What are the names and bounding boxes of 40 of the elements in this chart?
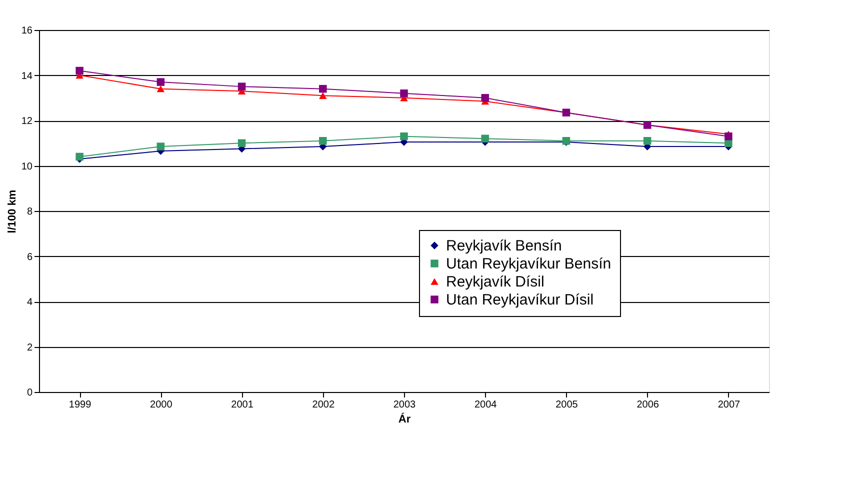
point	[319, 84, 327, 93]
y-tick-label: 2	[26, 342, 33, 354]
point	[481, 94, 489, 102]
point	[238, 139, 246, 147]
y-tick-label: 14	[21, 70, 33, 82]
y-tick-label: 10	[21, 161, 33, 172]
x-tick-label: 2003	[393, 400, 416, 410]
point	[724, 132, 732, 140]
y-tick-label: 8	[26, 206, 33, 218]
point	[319, 136, 327, 145]
y-tick-label: 4	[26, 297, 33, 308]
legend-label: Reykjavík Dísil	[446, 274, 544, 290]
point	[156, 78, 165, 86]
x-tick-label: 2004	[474, 400, 498, 410]
y-tick-label: 16	[21, 26, 33, 36]
x-tick-label: 2007	[718, 400, 741, 410]
x-tick-label: 2001	[231, 400, 254, 410]
y-tick-label: 0	[26, 388, 33, 398]
x-tick-label: 2000	[150, 400, 173, 410]
y-tick-label: 6	[26, 252, 33, 263]
legend-label: Reykjavík Bensín	[446, 238, 562, 254]
point	[481, 134, 489, 142]
x-tick-label: 2006	[636, 400, 660, 410]
point	[238, 82, 246, 90]
point	[156, 142, 165, 150]
point	[76, 152, 84, 161]
y-tick-label: 12	[21, 116, 33, 127]
point	[643, 136, 652, 145]
x-axis-title: Ár	[398, 412, 412, 426]
x-tick-label: 2002	[312, 400, 335, 410]
y-axis-title: l/100 km	[6, 190, 18, 234]
point	[76, 66, 84, 75]
point	[156, 85, 165, 92]
legend-label: Utan Reykjavíkur Dísil	[446, 292, 594, 308]
point	[400, 132, 408, 140]
legend-label: Utan Reykjavíkur Bensín	[446, 256, 612, 272]
point	[319, 92, 327, 99]
x-tick-label: 2005	[556, 400, 578, 410]
x-tick-label: 1999	[68, 400, 92, 410]
point	[400, 89, 408, 98]
